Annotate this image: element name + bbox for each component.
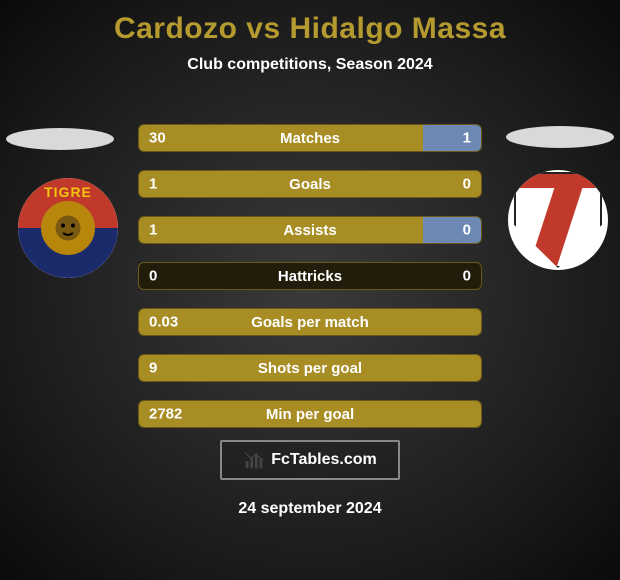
stat-label: Goals	[289, 176, 331, 193]
stat-bars: 30 1 Matches 1 0 Goals 1 0 Assists 0 0 Hattricks 0.0…	[138, 124, 482, 446]
stat-value-right: 1	[463, 130, 471, 147]
stat-row: 2782 Min per goal	[138, 400, 482, 428]
stat-value-right: 0	[463, 176, 471, 193]
bar-chart-icon	[243, 449, 265, 471]
crest-left-text: TIGRE	[18, 184, 118, 200]
stat-label: Min per goal	[266, 406, 354, 423]
branding-box: FcTables.com	[220, 440, 400, 480]
stat-row: 1 0 Goals	[138, 170, 482, 198]
stat-label: Shots per goal	[258, 360, 362, 377]
stat-row: 30 1 Matches	[138, 124, 482, 152]
stat-value-left: 0.03	[149, 314, 178, 331]
crest-left-center	[41, 201, 95, 255]
stat-row: 1 0 Assists	[138, 216, 482, 244]
tiger-icon	[53, 213, 83, 243]
comparison-infographic: Cardozo vs Hidalgo Massa Club competitio…	[0, 0, 620, 580]
date-text: 24 september 2024	[0, 500, 620, 518]
stat-value-right: 0	[463, 268, 471, 285]
team-crest-left: TIGRE	[18, 178, 118, 278]
page-subtitle: Club competitions, Season 2024	[0, 46, 620, 74]
page-title: Cardozo vs Hidalgo Massa	[0, 0, 620, 46]
player-silhouette-left	[6, 128, 114, 150]
stat-fill-right	[423, 217, 481, 243]
stat-row: 9 Shots per goal	[138, 354, 482, 382]
stat-value-left: 0	[149, 268, 157, 285]
stat-label: Goals per match	[251, 314, 369, 331]
independiente-crest	[514, 172, 602, 268]
stat-value-right: 0	[463, 222, 471, 239]
stat-label: Hattricks	[278, 268, 342, 285]
stat-row: 0.03 Goals per match	[138, 308, 482, 336]
team-crest-right	[508, 170, 608, 270]
tigre-crest: TIGRE	[18, 178, 118, 278]
stat-value-left: 1	[149, 176, 157, 193]
player-silhouette-right	[506, 126, 614, 148]
stat-label: Matches	[280, 130, 340, 147]
stat-value-left: 1	[149, 222, 157, 239]
stat-value-left: 9	[149, 360, 157, 377]
stat-fill-right	[423, 125, 481, 151]
stat-value-left: 2782	[149, 406, 182, 423]
stat-fill-left	[139, 217, 423, 243]
branding-text: FcTables.com	[271, 451, 377, 469]
stat-label: Assists	[283, 222, 336, 239]
stat-row: 0 0 Hattricks	[138, 262, 482, 290]
stat-value-left: 30	[149, 130, 166, 147]
